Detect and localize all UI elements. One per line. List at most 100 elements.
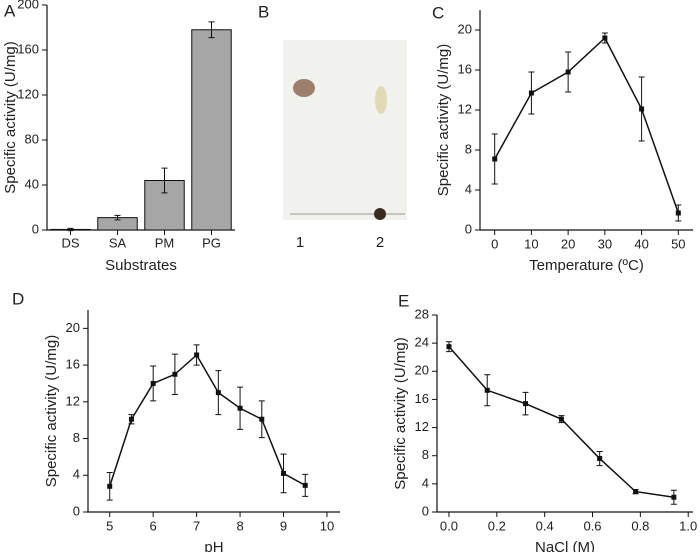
axis: [87, 310, 340, 513]
marker: [128, 416, 134, 422]
x-axis-title: pH: [204, 539, 223, 552]
x-axis-title: NaCl (M): [535, 539, 595, 552]
y-tick-label: 80: [25, 131, 39, 146]
marker: [215, 390, 221, 396]
tlc-image-panel: B 1 2: [258, 2, 407, 251]
x-axis-title: Temperature (ºC): [529, 257, 644, 274]
y-tick-label: 160: [17, 41, 39, 56]
panel-label: A: [4, 1, 16, 20]
spot: [374, 208, 386, 220]
chart-panel: C Specific activity (U/mg) Temperature (ºC…: [432, 3, 693, 274]
x-tick-label: PM: [155, 235, 175, 250]
marker: [194, 352, 200, 358]
x-tick-label: 0.2: [488, 518, 506, 533]
error-bar: [208, 21, 215, 39]
x-tick-label: 6: [150, 518, 157, 533]
y-tick-label: 16: [458, 61, 472, 76]
x-tick-label: 30: [598, 236, 612, 251]
y-tick-label: 0: [465, 221, 472, 236]
chart-panel: D Specific activity (U/mg) pH 0 4 8 12 16 20 5 6 7 8…: [12, 289, 340, 552]
y-tick-label: 4: [422, 475, 429, 490]
y-axis-title: Specific activity (U/mg): [392, 337, 409, 490]
x-tick-label: 5: [106, 518, 113, 533]
x-tick-label: 8: [236, 518, 243, 533]
y-axis-title: Specific activity (U/mg): [435, 44, 452, 197]
x-tick-label: DS: [61, 235, 79, 250]
spot: [293, 79, 315, 97]
marker: [528, 90, 534, 96]
marker: [492, 156, 498, 162]
panel-label: B: [258, 2, 269, 21]
y-tick-label: 12: [415, 419, 429, 434]
panel-label: D: [12, 289, 24, 308]
marker: [237, 405, 243, 411]
data-line: [494, 36, 680, 214]
marker: [150, 380, 156, 386]
y-tick-label: 0: [73, 503, 80, 518]
axis: [436, 315, 693, 513]
y-tick-label: 0: [422, 503, 429, 518]
x-tick-label: PG: [202, 235, 221, 250]
marker: [172, 371, 178, 377]
x-tick-label: 50: [671, 236, 685, 251]
y-tick-label: 0: [32, 221, 39, 236]
y-tick-label: 8: [73, 430, 80, 445]
marker: [671, 494, 677, 500]
marker: [107, 483, 113, 489]
lane-label: 1: [296, 234, 304, 251]
marker: [597, 456, 603, 462]
x-tick-label: 0.0: [440, 518, 458, 533]
marker: [633, 489, 639, 495]
marker: [565, 69, 571, 75]
y-tick-label: 20: [458, 21, 472, 36]
marker: [523, 401, 529, 407]
x-tick-label: 0.8: [631, 518, 649, 533]
axis: [479, 10, 693, 231]
y-tick-label: 120: [17, 86, 39, 101]
marker: [639, 106, 645, 112]
x-axis-title: Substrates: [105, 257, 177, 274]
y-tick-label: 20: [66, 320, 80, 335]
x-tick-label: 1.0: [679, 518, 697, 533]
y-tick-label: 24: [415, 335, 429, 350]
marker: [484, 387, 490, 393]
y-tick-label: 8: [422, 447, 429, 462]
bar: [191, 29, 232, 231]
y-tick-label: 8: [465, 141, 472, 156]
y-tick-label: 12: [66, 393, 80, 408]
x-tick-label: 40: [634, 236, 648, 251]
marker: [259, 416, 265, 422]
x-tick-label: 0: [491, 236, 498, 251]
x-tick-label: 0.4: [536, 518, 554, 533]
x-tick-label: 0.6: [583, 518, 601, 533]
y-tick-label: 200: [17, 0, 39, 11]
x-tick-label: 10: [320, 518, 334, 533]
data-line: [109, 353, 306, 487]
y-tick-label: 28: [415, 306, 429, 321]
lane-label: 2: [376, 234, 384, 251]
y-tick-label: 40: [25, 176, 39, 191]
x-tick-label: SA: [109, 235, 127, 250]
chart-panel: E Specific activity (U/mg) NaCl (M) 0 4 8 12 16…: [392, 291, 697, 552]
marker: [281, 470, 287, 476]
marker: [446, 344, 452, 350]
y-tick-label: 4: [73, 467, 80, 482]
y-tick-label: 16: [415, 391, 429, 406]
tlc-plate: [283, 40, 407, 220]
spot: [375, 86, 387, 114]
y-tick-label: 12: [458, 101, 472, 116]
x-tick-label: 7: [193, 518, 200, 533]
x-tick-label: 10: [524, 236, 538, 251]
error-bar: [114, 214, 121, 221]
marker: [558, 416, 564, 422]
marker: [602, 35, 608, 41]
x-tick-label: 20: [561, 236, 575, 251]
panel-label: C: [432, 3, 444, 22]
y-axis-title: Specific activity (U/mg): [2, 41, 19, 194]
marker: [675, 210, 681, 216]
x-tick-label: 9: [280, 518, 287, 533]
panel-label: E: [398, 291, 409, 310]
chart-panel: A Specific activity (U/mg) Substrates 0 40 80…: [2, 0, 235, 274]
y-tick-label: 20: [415, 363, 429, 378]
